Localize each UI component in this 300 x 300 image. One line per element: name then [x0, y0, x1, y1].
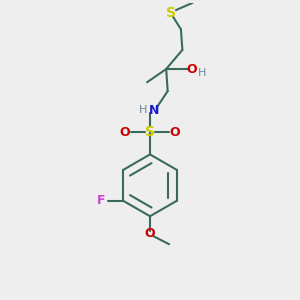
Text: H: H: [198, 68, 207, 78]
Text: F: F: [97, 194, 105, 207]
Text: O: O: [186, 62, 196, 76]
Text: N: N: [149, 104, 160, 117]
Text: O: O: [170, 126, 180, 139]
Text: H: H: [139, 105, 147, 115]
Text: S: S: [166, 6, 176, 20]
Text: O: O: [145, 227, 155, 240]
Text: S: S: [145, 125, 155, 139]
Text: O: O: [120, 126, 130, 139]
